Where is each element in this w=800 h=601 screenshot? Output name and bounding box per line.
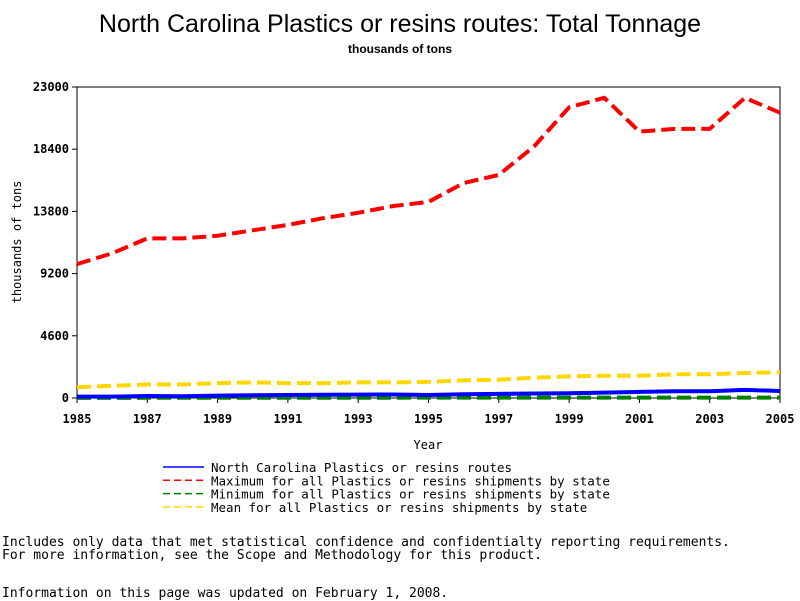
x-axis-label: Year	[414, 438, 443, 452]
x-tick-label: 1995	[414, 412, 443, 426]
x-tick-label: 1993	[344, 412, 373, 426]
x-tick-label: 1987	[133, 412, 162, 426]
chart-subtitle: thousands of tons	[348, 42, 452, 56]
footnote-updated: Information on this page was updated on …	[2, 587, 448, 601]
plot-frame	[77, 87, 780, 398]
x-tick-label: 1991	[273, 412, 302, 426]
legend: North Carolina Plastics or resins routes…	[163, 460, 610, 515]
series-lines	[77, 98, 780, 398]
y-axis: 0 4600 9200 13800 18400 23000	[33, 80, 77, 405]
series-line-3	[77, 372, 780, 387]
x-tick-label: 2001	[625, 412, 654, 426]
y-tick-label: 4600	[40, 329, 69, 343]
x-tick-label: 1985	[63, 412, 92, 426]
y-tick-label: 0	[62, 391, 69, 405]
footnote-methodology: For more information, see the Scope and …	[2, 549, 542, 563]
x-tick-label: 2003	[695, 412, 724, 426]
series-line-0	[77, 390, 780, 397]
x-tick-label: 2005	[766, 412, 795, 426]
x-tick-label: 1997	[484, 412, 513, 426]
y-tick-label: 23000	[33, 80, 69, 94]
x-tick-label: 1999	[555, 412, 584, 426]
legend-label: Mean for all Plastics or resins shipment…	[211, 500, 587, 515]
y-tick-label: 13800	[33, 204, 69, 218]
x-axis: 1985 1987 1989 1991 1993 1995 1997 1999 2001 2003…	[63, 398, 795, 426]
x-tick-label: 1989	[203, 412, 232, 426]
y-tick-label: 9200	[40, 267, 69, 281]
y-axis-label: thousands of tons	[10, 181, 24, 304]
chart-title: North Carolina Plastics or resins routes…	[99, 10, 701, 38]
y-tick-label: 18400	[33, 142, 69, 156]
series-line-1	[77, 98, 780, 264]
